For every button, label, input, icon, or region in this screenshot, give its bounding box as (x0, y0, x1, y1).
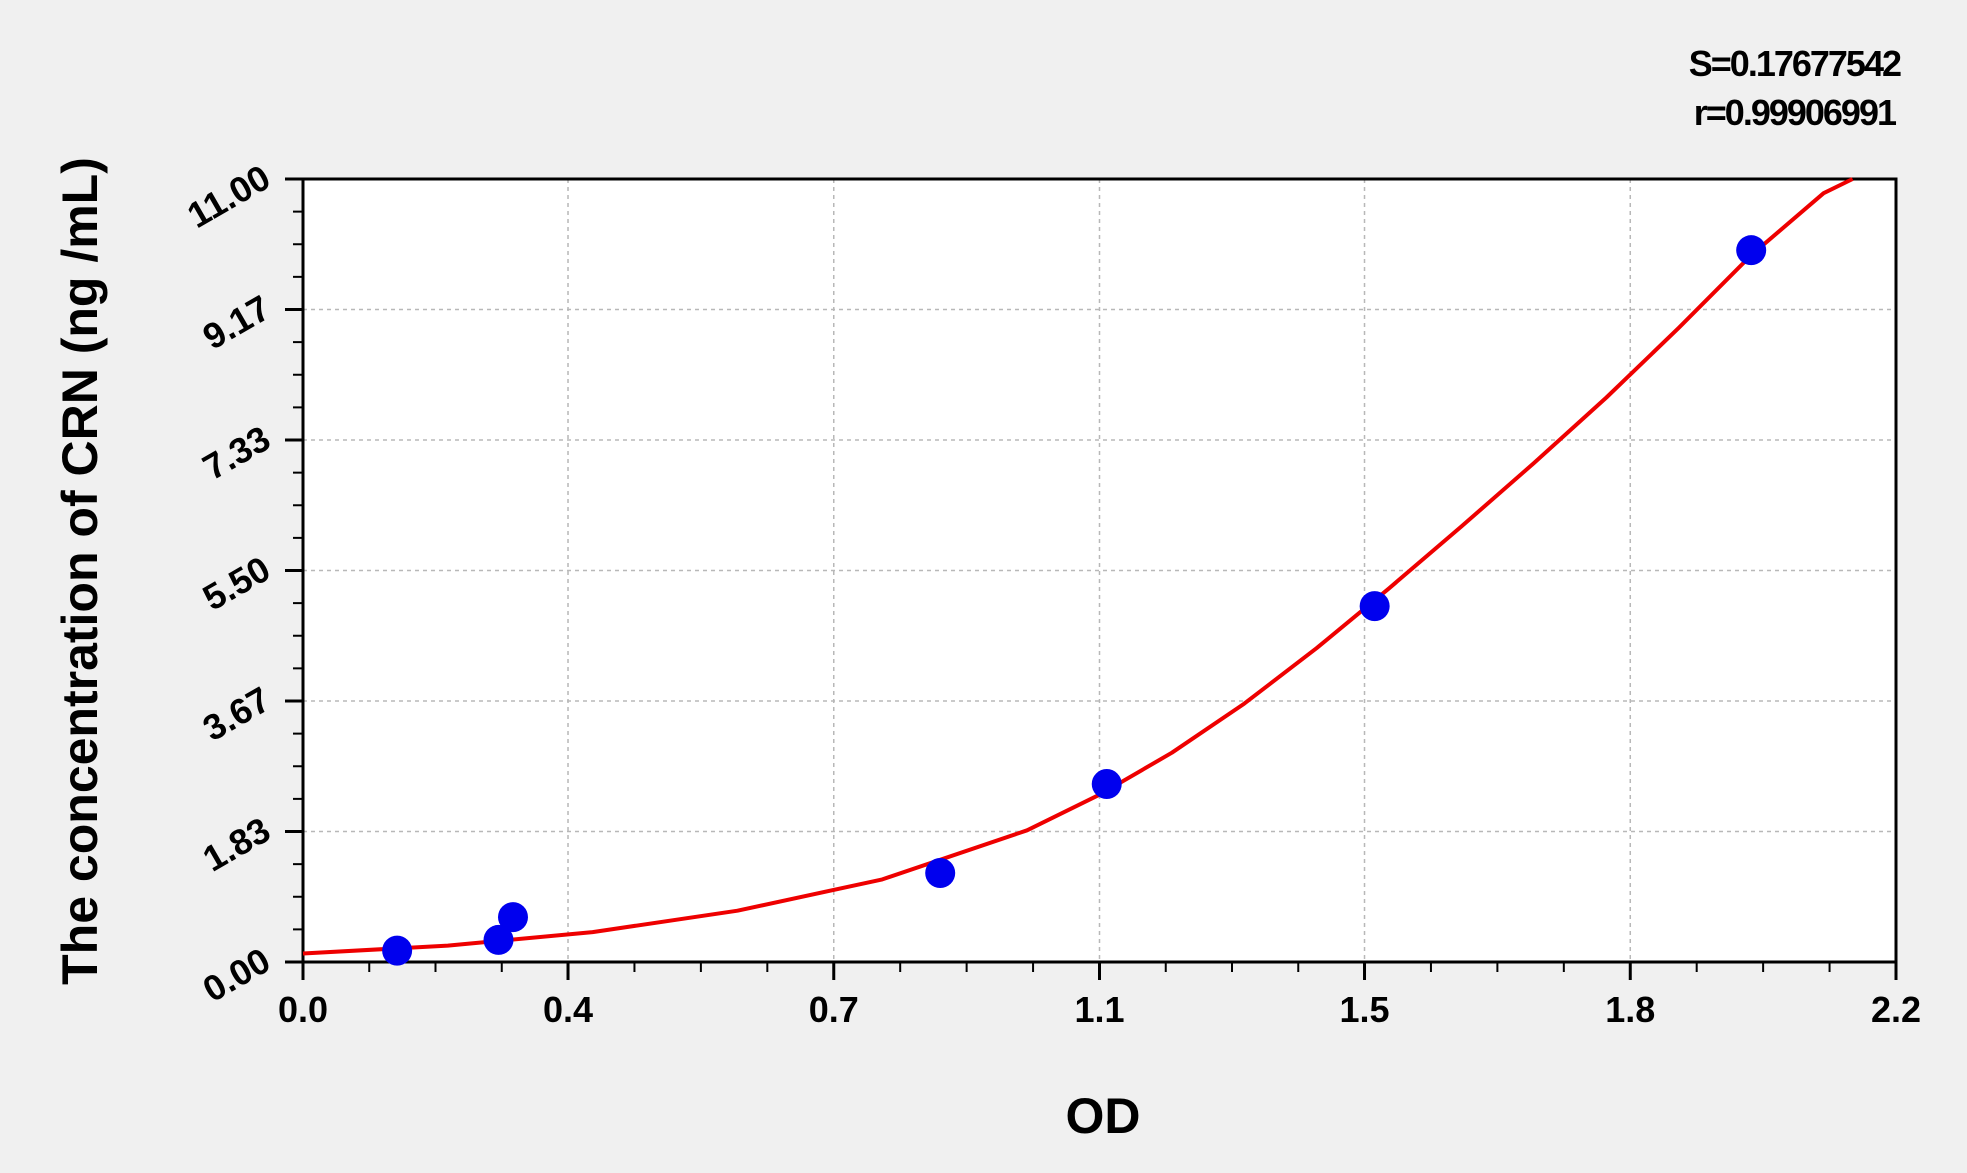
x-tick-label: 0.7 (809, 989, 859, 1030)
fitted-curve (302, 177, 1854, 956)
grid-lines (303, 179, 1896, 962)
y-axis-title: The concentration of CRN (ng /mL) (52, 157, 108, 985)
x-tick-label: 1.8 (1605, 989, 1655, 1030)
x-tick-label: 1.5 (1339, 989, 1389, 1030)
x-axis-title: OD (1066, 1088, 1141, 1144)
data-point (497, 902, 528, 933)
series-layer (302, 177, 1854, 966)
x-tick-label: 2.2 (1871, 989, 1921, 1030)
data-point (1359, 591, 1390, 622)
data-point (483, 924, 514, 955)
x-tick-label: 1.1 (1074, 989, 1124, 1030)
data-point (382, 935, 413, 966)
stat-s-label: S=0.17677542 (1689, 43, 1901, 84)
data-point (925, 858, 956, 889)
x-tick-label: 0.4 (543, 989, 593, 1030)
x-axis-ticks: 0.0 0.4 0.7 1.1 1.5 1.8 2.2 (278, 962, 1921, 1030)
stat-r-label: r=0.99906991 (1694, 92, 1897, 133)
data-point (1736, 235, 1767, 266)
x-tick-label: 0.0 (278, 989, 328, 1030)
minor-ticks (293, 210, 1831, 972)
data-point (1091, 769, 1122, 800)
